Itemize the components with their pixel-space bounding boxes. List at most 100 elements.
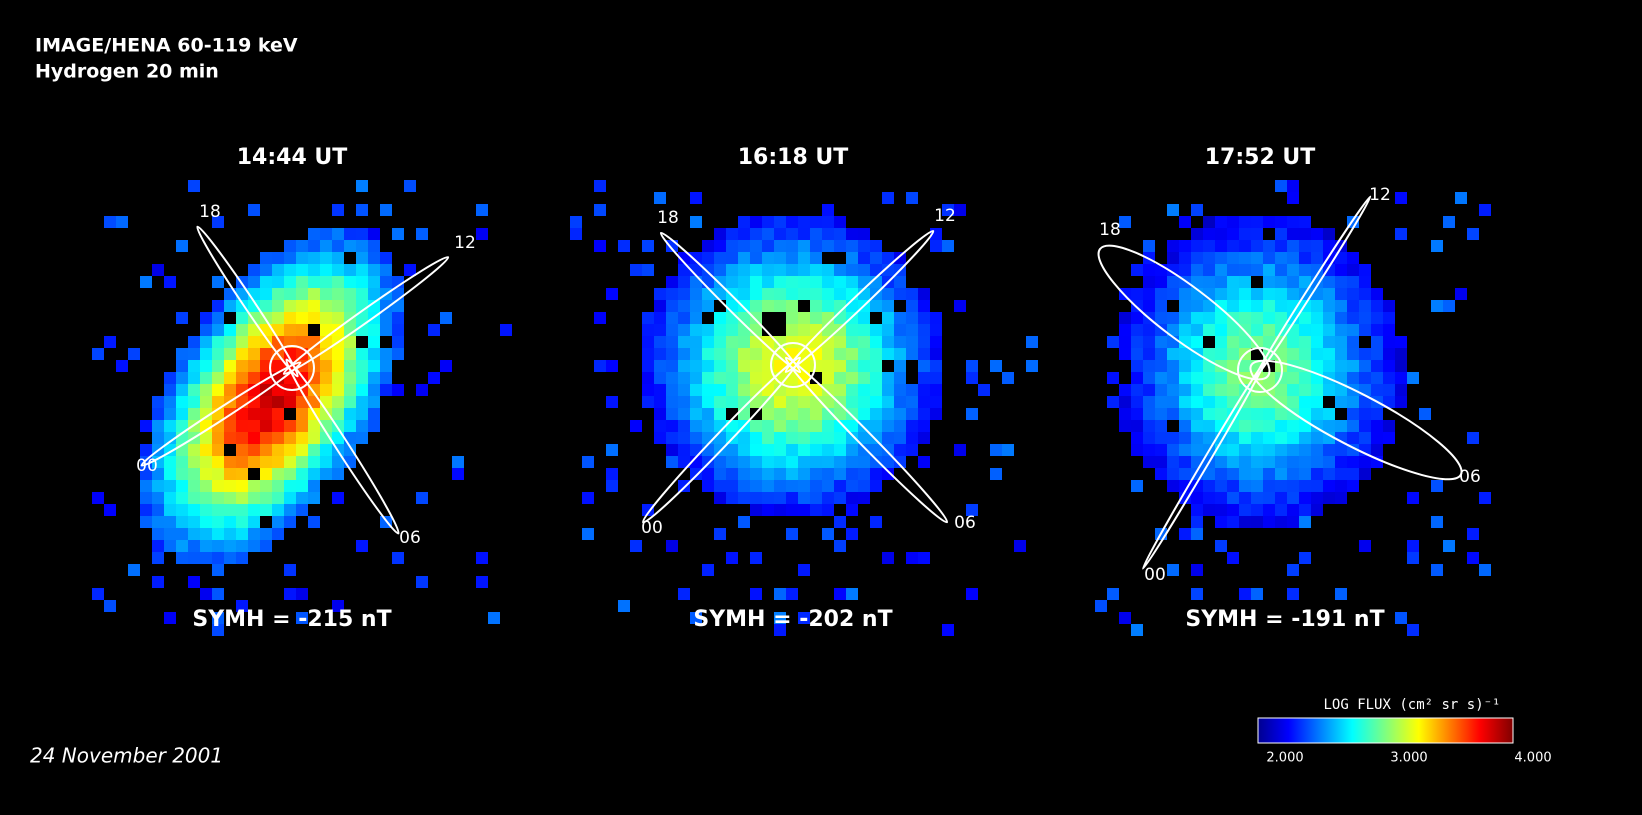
image-pixel: [1167, 384, 1179, 396]
image-pixel: [1299, 396, 1311, 408]
image-pixel: [894, 312, 906, 324]
local-time-label: 06: [1459, 467, 1481, 487]
image-pixel: [1215, 216, 1227, 228]
image-pixel: [272, 396, 284, 408]
image-pixel: [1371, 300, 1383, 312]
image-pixel: [1107, 372, 1119, 384]
image-pixel: [1359, 408, 1371, 420]
image-pixel: [726, 444, 738, 456]
image-pixel: [774, 264, 786, 276]
image-pixel: [1251, 264, 1263, 276]
image-pixel: [200, 492, 212, 504]
image-pixel: [882, 552, 894, 564]
image-pixel: [320, 228, 332, 240]
image-pixel: [1275, 468, 1287, 480]
image-pixel: [762, 408, 774, 420]
image-pixel: [260, 444, 272, 456]
image-pixel: [1383, 348, 1395, 360]
image-pixel: [344, 432, 356, 444]
image-pixel: [1371, 360, 1383, 372]
image-pixel: [200, 348, 212, 360]
image-pixel: [870, 360, 882, 372]
image-pixel: [870, 348, 882, 360]
image-pixel: [380, 264, 392, 276]
image-pixel: [332, 240, 344, 252]
image-pixel: [1167, 288, 1179, 300]
image-pixel: [1167, 312, 1179, 324]
image-pixel: [702, 276, 714, 288]
image-pixel: [726, 420, 738, 432]
image-pixel: [476, 552, 488, 564]
image-pixel: [272, 468, 284, 480]
image-pixel: [678, 588, 690, 600]
image-pixel: [308, 240, 320, 252]
image-pixel: [1131, 312, 1143, 324]
image-pixel: [272, 432, 284, 444]
image-pixel: [666, 312, 678, 324]
image-pixel: [1227, 456, 1239, 468]
image-pixel: [1347, 336, 1359, 348]
image-pixel: [846, 336, 858, 348]
image-pixel: [750, 552, 762, 564]
image-pixel: [774, 480, 786, 492]
image-pixel: [702, 420, 714, 432]
image-pixel: [248, 360, 260, 372]
image-pixel: [822, 300, 834, 312]
image-pixel: [642, 384, 654, 396]
image-pixel: [1311, 396, 1323, 408]
image-pixel: [1167, 276, 1179, 288]
image-pixel: [1407, 552, 1419, 564]
image-pixel: [1203, 396, 1215, 408]
image-pixel: [392, 324, 404, 336]
image-pixel: [990, 360, 1002, 372]
image-pixel: [224, 492, 236, 504]
image-pixel: [738, 240, 750, 252]
image-pixel: [762, 276, 774, 288]
image-pixel: [260, 276, 272, 288]
image-pixel: [284, 288, 296, 300]
image-pixel: [380, 204, 392, 216]
image-pixel: [894, 360, 906, 372]
image-pixel: [1263, 504, 1275, 516]
image-pixel: [1095, 600, 1107, 612]
image-pixel: [1371, 288, 1383, 300]
image-pixel: [140, 480, 152, 492]
image-pixel: [1143, 348, 1155, 360]
image-pixel: [308, 264, 320, 276]
image-pixel: [188, 384, 200, 396]
image-pixel: [152, 504, 164, 516]
image-pixel: [846, 240, 858, 252]
image-pixel: [846, 396, 858, 408]
image-pixel: [212, 528, 224, 540]
image-pixel: [1155, 456, 1167, 468]
image-pixel: [1263, 444, 1275, 456]
image-pixel: [1323, 336, 1335, 348]
image-pixel: [344, 348, 356, 360]
image-pixel: [1227, 348, 1239, 360]
image-pixel: [1263, 240, 1275, 252]
image-pixel: [918, 432, 930, 444]
image-pixel: [1179, 300, 1191, 312]
image-pixel: [1299, 492, 1311, 504]
image-pixel: [1191, 444, 1203, 456]
image-pixel: [1191, 252, 1203, 264]
image-pixel: [930, 312, 942, 324]
image-pixel: [1191, 240, 1203, 252]
image-pixel: [750, 480, 762, 492]
image-pixel: [1239, 408, 1251, 420]
image-pixel: [1347, 288, 1359, 300]
image-pixel: [212, 588, 224, 600]
image-pixel: [666, 300, 678, 312]
image-pixel: [440, 360, 452, 372]
image-pixel: [380, 312, 392, 324]
image-pixel: [738, 228, 750, 240]
image-pixel: [272, 276, 284, 288]
image-pixel: [164, 468, 176, 480]
image-pixel: [750, 216, 762, 228]
image-pixel: [906, 396, 918, 408]
image-pixel: [822, 372, 834, 384]
image-pixel: [476, 204, 488, 216]
image-pixel: [858, 336, 870, 348]
image-pixel: [272, 264, 284, 276]
image-pixel: [1347, 420, 1359, 432]
